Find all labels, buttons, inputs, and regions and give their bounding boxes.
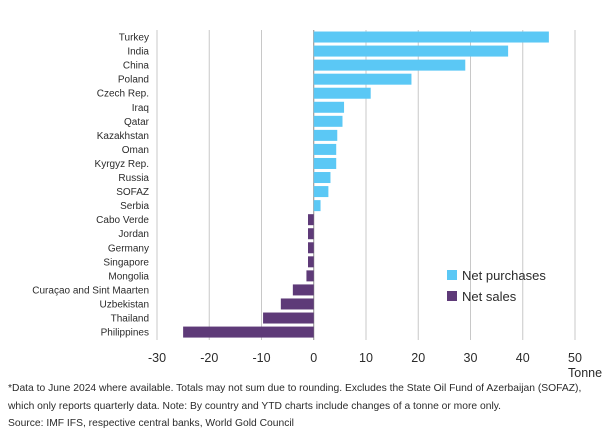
legend: Net purchases Net sales <box>447 268 546 304</box>
x-axis-unit-label: Tonnes <box>568 366 602 378</box>
category-label: Thailand <box>111 314 149 325</box>
bar-singapore <box>308 256 314 268</box>
bar-mongolia <box>306 270 314 282</box>
category-label: Curaçao and Sint Maarten <box>32 285 149 296</box>
category-label: Germany <box>108 243 149 254</box>
x-tick-label: 20 <box>411 351 425 365</box>
category-label: India <box>127 47 149 58</box>
x-tick-label: 50 <box>568 351 582 365</box>
x-tick-label: 30 <box>464 351 478 365</box>
category-label: Kyrgyz Rep. <box>95 159 149 170</box>
category-label: Cabo Verde <box>96 215 149 226</box>
x-tick-label: 0 <box>310 351 317 365</box>
category-labels: Turkey India China Poland Czech Rep. Iraq Qata… <box>32 33 149 339</box>
legend-label-net-purchases: Net purchases <box>462 268 546 283</box>
x-tick-label: -10 <box>252 351 270 365</box>
bar-oman <box>313 143 337 155</box>
bar-germany <box>308 242 314 254</box>
bar-uzbekistan <box>280 298 314 310</box>
bar-qatar <box>313 115 343 127</box>
legend-swatch-net-sales <box>447 291 457 301</box>
footnote-source: Source: IMF IFS, respective central bank… <box>8 418 294 429</box>
legend-label-net-sales: Net sales <box>462 289 517 304</box>
bar-china <box>313 59 466 71</box>
bar-iraq <box>313 101 345 113</box>
bar-poland <box>313 73 412 85</box>
category-label: Czech Rep. <box>97 89 149 100</box>
category-label: Jordan <box>118 229 149 240</box>
footnotes: *Data to June 2024 where available. Tota… <box>8 380 598 433</box>
x-tick-label: 40 <box>516 351 530 365</box>
bars <box>183 31 549 338</box>
x-tick-label: -30 <box>148 351 166 365</box>
bar-philippines <box>183 326 314 338</box>
bar-serbia <box>313 200 321 212</box>
category-label: Uzbekistan <box>100 299 149 310</box>
x-tick-label: -20 <box>200 351 218 365</box>
bar-thailand <box>263 312 314 324</box>
x-tick-label: 10 <box>359 351 373 365</box>
bar-kazakhstan <box>313 129 338 141</box>
bar-russia <box>313 172 331 184</box>
category-label: SOFAZ <box>116 187 149 198</box>
x-tick-labels: -30 -20 -10 0 10 20 30 40 50 <box>148 351 582 365</box>
category-label: Kazakhstan <box>97 131 149 142</box>
category-label: Serbia <box>120 201 149 212</box>
category-label: China <box>123 61 150 72</box>
bar-czech-rep <box>313 87 371 99</box>
bar-jordan <box>308 228 314 240</box>
category-label: Iraq <box>132 103 149 114</box>
footnote-note: *Data to June 2024 where available. Tota… <box>8 383 582 412</box>
category-label: Mongolia <box>108 271 149 282</box>
category-label: Turkey <box>119 33 149 44</box>
category-label: Qatar <box>124 117 150 128</box>
bar-kyrgyz-rep <box>313 157 337 169</box>
bar-sofaz <box>313 186 329 198</box>
category-label: Philippines <box>101 328 149 339</box>
bar-cura-ao-and-sint-maarten <box>292 284 314 296</box>
bar-india <box>313 45 509 57</box>
category-label: Oman <box>122 145 149 156</box>
category-label: Russia <box>118 173 149 184</box>
category-label: Poland <box>118 75 149 86</box>
bar-chart: Turkey India China Poland Czech Rep. Iraq Qata… <box>32 30 602 378</box>
bar-turkey <box>313 31 549 43</box>
bar-cabo-verde <box>308 214 314 226</box>
category-label: Singapore <box>103 257 149 268</box>
legend-swatch-net-purchases <box>447 270 457 280</box>
